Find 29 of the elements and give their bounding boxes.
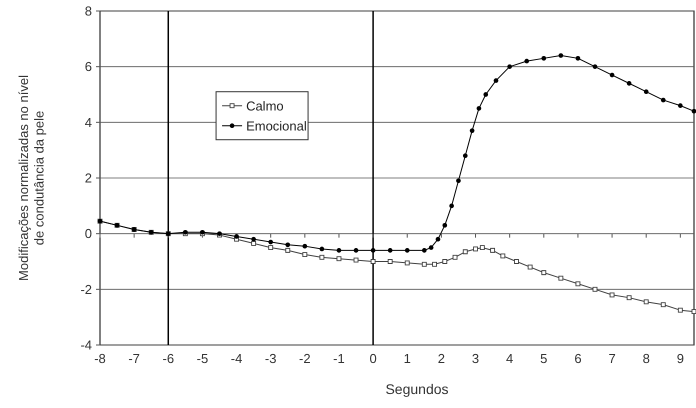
y-tick-label: 0 (84, 226, 92, 242)
y-axis-title: Modificações normalizadas no nível de condutância da pele (16, 74, 47, 281)
legend-label: Calmo (246, 98, 284, 114)
x-axis-title: Segundos (385, 381, 449, 397)
x-tick-label: 0 (369, 351, 377, 366)
x-tick-label: 6 (574, 351, 582, 366)
legend-label: Emocional (246, 118, 307, 134)
x-tick-label: -3 (264, 351, 276, 366)
x-tick-label: -2 (299, 351, 311, 366)
y-tick-label: 4 (84, 114, 92, 130)
y-tick-label: 8 (84, 4, 92, 19)
x-tick-label: 9 (676, 351, 684, 366)
x-tick-label: -1 (333, 351, 345, 366)
x-tick-label: -5 (196, 351, 208, 366)
x-tick-label: 2 (438, 351, 445, 366)
y-tick-label: -4 (80, 338, 92, 353)
y-tick-label: 6 (84, 59, 92, 74)
x-tick-label: 8 (642, 351, 650, 366)
x-tick-label: 3 (472, 351, 480, 366)
x-tick-label: -6 (162, 351, 174, 366)
x-tick-label: -7 (128, 351, 140, 366)
x-tick-label: -4 (230, 351, 242, 366)
x-tick-label: -8 (94, 351, 106, 366)
y-tick-label: -2 (80, 282, 92, 297)
x-tick-label: 1 (404, 351, 411, 366)
y-tick-label: 2 (84, 170, 92, 186)
x-tick-label: 7 (608, 351, 616, 366)
x-tick-label: 4 (506, 351, 514, 366)
x-tick-label: 5 (540, 351, 548, 366)
